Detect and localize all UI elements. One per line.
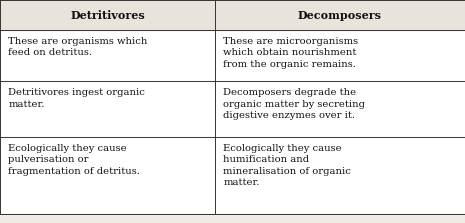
Text: These are microorganisms
which obtain nourishment
from the organic remains.: These are microorganisms which obtain no… xyxy=(223,37,359,69)
Text: Detritivores ingest organic
matter.: Detritivores ingest organic matter. xyxy=(8,88,145,109)
Text: Decomposers degrade the
organic matter by secreting
digestive enzymes over it.: Decomposers degrade the organic matter b… xyxy=(223,88,365,120)
Text: Decomposers: Decomposers xyxy=(298,10,382,21)
Text: Ecologically they cause
humification and
mineralisation of organic
matter.: Ecologically they cause humification and… xyxy=(223,144,351,187)
Text: These are organisms which
feed on detritus.: These are organisms which feed on detrit… xyxy=(8,37,148,57)
Text: Detritivores: Detritivores xyxy=(70,10,145,21)
Text: Ecologically they cause
pulverisation or
fragmentation of detritus.: Ecologically they cause pulverisation or… xyxy=(8,144,140,176)
Bar xyxy=(0,0,465,30)
